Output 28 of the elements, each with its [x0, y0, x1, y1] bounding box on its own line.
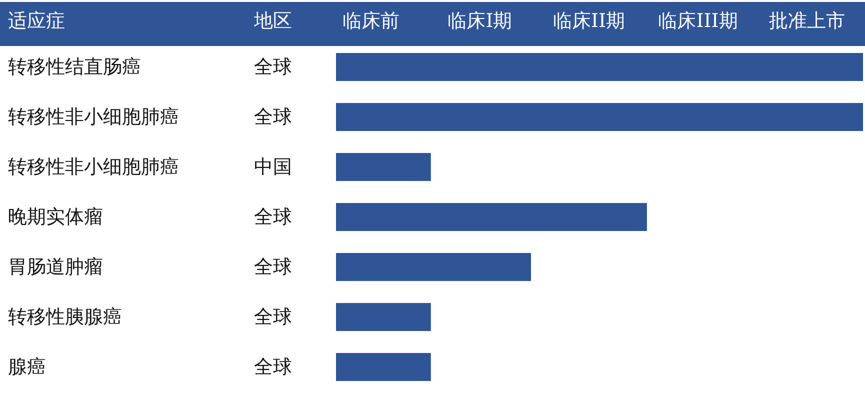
- text: 临床I期: [448, 10, 512, 32]
- bar: [336, 103, 863, 131]
- y2-tick-label: 中国: [254, 156, 292, 178]
- y2-tick-label: 全球: [254, 306, 292, 328]
- y2-tick-label: 全球: [254, 206, 292, 228]
- y-tick-label: 转移性结直肠癌: [8, 56, 141, 78]
- text: 临床II期: [552, 10, 626, 32]
- y-tick-label: 腺癌: [8, 356, 46, 378]
- text: 临床前: [342, 10, 400, 32]
- y-tick-label: 转移性非小细胞肺癌: [8, 156, 179, 178]
- y2-tick-label: 全球: [254, 106, 292, 128]
- bar: [336, 53, 863, 81]
- y-tick-label: 转移性胰腺癌: [8, 306, 122, 328]
- bar: [336, 253, 531, 281]
- y2-tick-label: 全球: [254, 356, 292, 378]
- y2-tick-label: 全球: [254, 56, 292, 78]
- bar: [336, 303, 431, 331]
- text: 临床III期: [658, 10, 738, 32]
- text: 批准上市: [769, 10, 845, 32]
- bar: [336, 203, 647, 231]
- y-tick-label: 转移性非小细胞肺癌: [8, 106, 179, 128]
- bar: [336, 353, 431, 381]
- y2-axis-title: 地区: [253, 10, 292, 32]
- bar: [336, 153, 431, 181]
- y-tick-label: 胃肠道肿瘤: [8, 256, 103, 278]
- y-tick-label: 晚期实体瘤: [8, 206, 103, 228]
- y2-tick-label: 全球: [254, 256, 292, 278]
- y-axis-title: 适应症: [8, 10, 65, 32]
